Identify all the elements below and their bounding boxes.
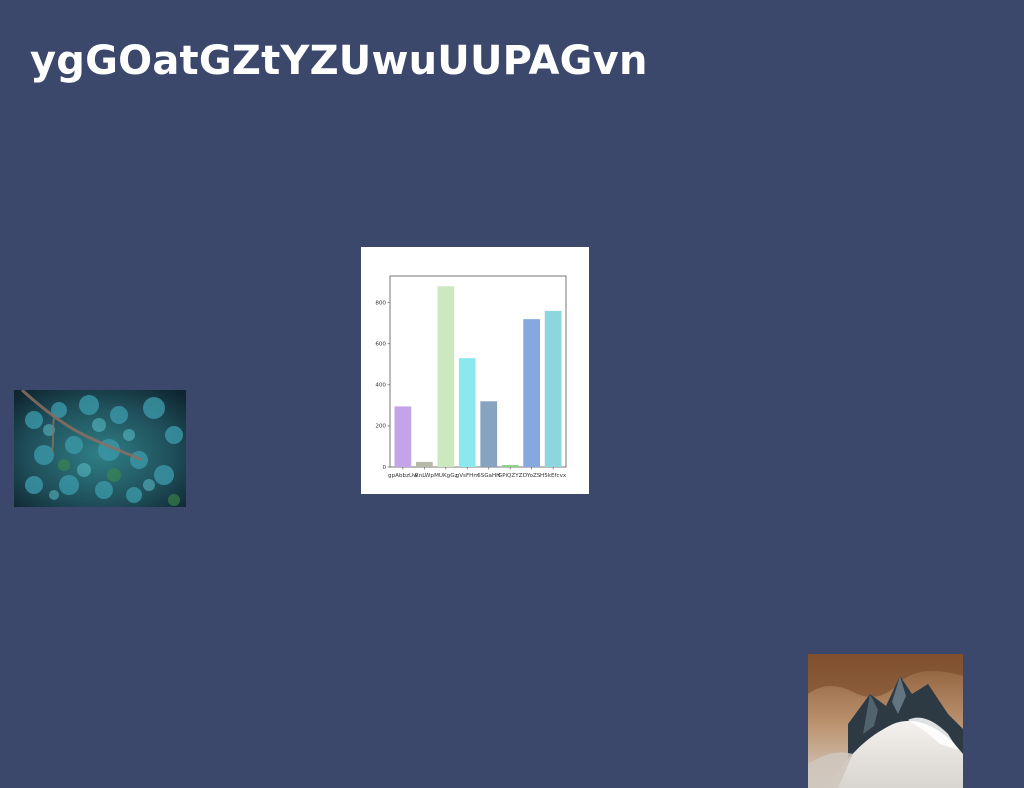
bar-RnLWp — [415, 461, 433, 467]
x-tick-label: gVsFHm — [456, 473, 479, 479]
y-tick-label: 0 — [382, 465, 386, 471]
y-tick-label: 400 — [375, 383, 386, 389]
y-tick-label: 600 — [375, 342, 386, 348]
y-ticks-layer: 0 200 400 600 800 — [375, 300, 390, 471]
bar-gVsFHm — [458, 358, 476, 467]
page-title: ygGOatGZtYZUwuUUPAGvn — [30, 38, 648, 84]
x-tick-label: DYoZS — [523, 473, 541, 479]
bar-GPiQZYZ — [501, 464, 519, 467]
bar-DYoZS — [523, 319, 541, 467]
x-tick-label: gpAbbzUw — [388, 473, 418, 479]
bar-H5kEfcvx — [544, 310, 562, 467]
mountain-image-graphic — [808, 654, 963, 788]
y-tick-label: 800 — [375, 300, 386, 306]
mountain-image — [808, 654, 963, 788]
forest-image-graphic — [14, 390, 186, 507]
x-tick-label: GPiQZYZ — [498, 473, 523, 479]
bar-MUKgGz — [437, 286, 455, 467]
bar-6SGaHH — [480, 401, 498, 467]
bar-gpAbbzUw — [394, 406, 412, 467]
x-tick-label: MUKgGz — [434, 473, 457, 479]
x-tick-label: H5kEfcvx — [540, 473, 567, 479]
bars-layer — [394, 286, 562, 467]
x-tick-label: RnLWp — [415, 473, 435, 479]
bar-chart: 0 200 400 600 800 gpAbbzUw RnLWp MUKgGz gVsFHm 6… — [361, 247, 589, 494]
forest-image — [14, 390, 186, 507]
x-tick-label: 6SGaHH — [477, 473, 500, 479]
y-tick-label: 200 — [375, 424, 386, 430]
